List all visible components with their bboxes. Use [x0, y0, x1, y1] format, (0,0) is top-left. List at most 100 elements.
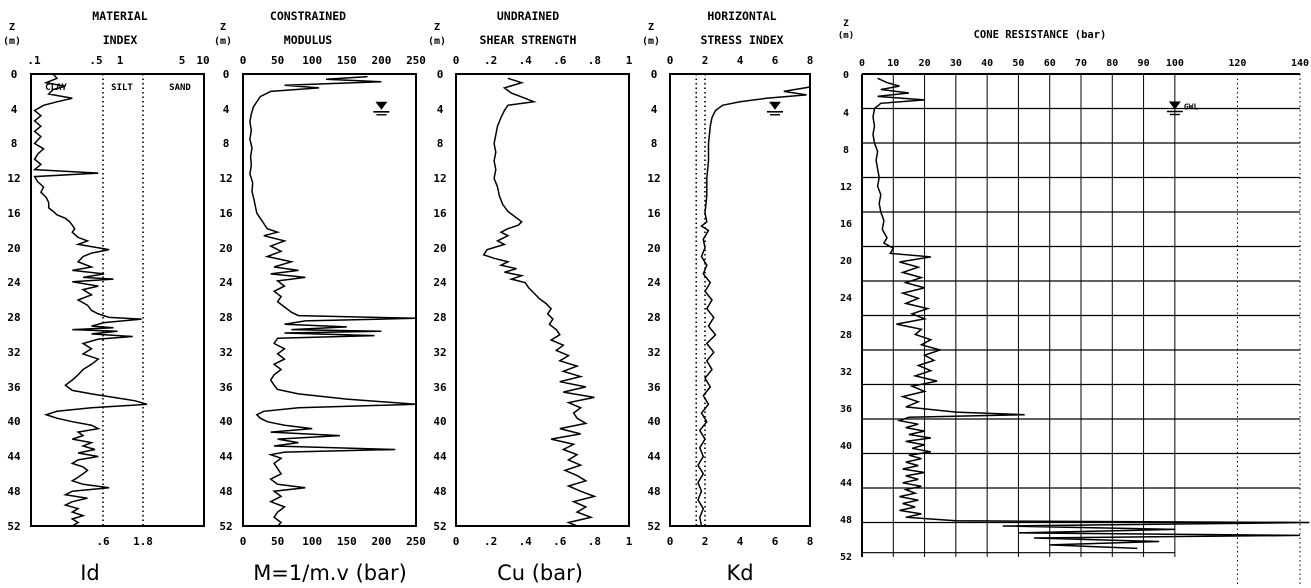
p3-z-tick: 8	[437, 137, 444, 150]
water-table-symbol-icon	[767, 101, 783, 116]
p5-z-tick: 36	[840, 404, 852, 415]
panel-2-z-unit: (m)	[214, 36, 232, 47]
p2-z-tick: 52	[219, 520, 232, 533]
p5-z-tick: 28	[840, 330, 852, 341]
p3-z-tick: 20	[433, 242, 446, 255]
panel-1-top-tick-4: 5	[179, 54, 186, 67]
panel-2-frame	[242, 73, 417, 527]
panel-4-top-tick: 8	[807, 54, 814, 67]
p2-z-tick: 16	[219, 207, 233, 220]
p4-z-tick: 0	[651, 68, 658, 81]
panel-5-top-ticks: 0 10 20 30 40 50 60 70 80 90 100 120 140	[859, 58, 1309, 69]
panel-2-top-tick: 250	[406, 54, 426, 67]
panel-3-z-unit: (m)	[428, 36, 446, 47]
p4-z-tick: 20	[647, 242, 660, 255]
panel-4-bottom-tick: 4	[737, 535, 744, 548]
p5-z-tick: 40	[840, 441, 852, 452]
p3-z-tick: 24	[433, 276, 447, 289]
p3-z-tick: 4	[437, 103, 444, 116]
p3-z-tick: 44	[433, 450, 447, 463]
panel-2-top-tick: 100	[302, 54, 322, 67]
p4-z-tick: 8	[651, 137, 658, 150]
panel-4-z-ticks: 0 4 8 12 16 20 24 28 32 36 40 44 48 52	[647, 68, 661, 533]
p1-z-tick: 36	[7, 381, 21, 394]
panel-cone-resistance: CONE RESISTANCE (bar) Z (m) 0 10 20 30 40 50 6…	[838, 19, 1310, 585]
panel-3-bottom-tick: .8	[588, 535, 601, 548]
p2-z-tick: 36	[219, 381, 233, 394]
panel-5-z-unit: (m)	[838, 31, 854, 41]
panel-3-top-tick: 0	[453, 54, 460, 67]
water-table-triangle	[375, 101, 388, 110]
panel-4-bottom-tick: 8	[807, 535, 814, 548]
p5-z-tick: 8	[843, 145, 849, 156]
panel-4-ref-lines	[695, 74, 706, 526]
panel-1-top-tick-1: .1	[27, 54, 41, 67]
panel-2-top-tick: 200	[371, 54, 391, 67]
panel-1-top-tick-2: .5	[89, 54, 102, 67]
p1-z-tick: 20	[7, 242, 20, 255]
p4-z-tick: 36	[647, 381, 661, 394]
panel-5-grid	[861, 73, 1301, 585]
panel-4-top-tick: 6	[772, 54, 779, 67]
panel-5-top-tick: 30	[950, 58, 962, 69]
panel-5-top-tick: 50	[1012, 58, 1024, 69]
panel-5-top-tick: 80	[1106, 58, 1118, 69]
panel-4-title-line-2: STRESS INDEX	[700, 33, 783, 47]
panel-1-top-tick-3: 1	[117, 54, 124, 67]
panel-2-z-label: Z	[220, 22, 226, 33]
p2-z-tick: 20	[219, 242, 232, 255]
panel-3-z-label: Z	[434, 22, 440, 33]
p1-z-tick: 40	[7, 415, 20, 428]
p1-z-tick: 12	[7, 172, 20, 185]
panel-3-bottom-tick: .2	[484, 535, 497, 548]
panel-1-bottom-tick-1.8: 1.8	[133, 535, 153, 548]
p2-z-tick: 0	[223, 68, 230, 81]
panel-2-bottom-tick: 0	[240, 535, 247, 548]
water-table-symbol-icon	[373, 101, 390, 116]
panel-3-bottom-tick: 0	[453, 535, 460, 548]
p4-z-tick: 52	[647, 520, 660, 533]
p5-z-tick: 52	[840, 552, 852, 563]
panel-3-bottom-tick: .6	[553, 535, 567, 548]
panel-4-top-tick: 0	[667, 54, 674, 67]
p4-z-tick: 16	[647, 207, 661, 220]
panel-3-top-tick: .6	[553, 54, 567, 67]
p3-z-tick: 28	[433, 311, 446, 324]
panel-2-bottom-ticks: 0 50 100 150 200 250	[240, 535, 426, 548]
p5-z-tick: 12	[840, 182, 852, 193]
panel-5-top-tick: 10	[887, 58, 899, 69]
panel-5-top-tick: 70	[1075, 58, 1087, 69]
panel-3-top-tick: .2	[484, 54, 497, 67]
panel-3-z-ticks: 0 4 8 12 16 20 24 28 32 36 40 44 48 52	[433, 68, 447, 533]
panel-4-top-tick: 2	[702, 54, 709, 67]
panel-4-top-ticks: 0 2 4 6 8	[667, 54, 814, 67]
panel-3-title-line-2: SHEAR STRENGTH	[480, 33, 577, 47]
panel-2-bottom-tick: 100	[302, 535, 322, 548]
panel-2-bottom-tick: 150	[337, 535, 357, 548]
p3-z-tick: 36	[433, 381, 447, 394]
p5-z-tick: 44	[840, 478, 852, 489]
p5-z-tick: 20	[840, 256, 852, 267]
panel-3-bottom-tick: .4	[519, 535, 533, 548]
panel-5-top-tick: 120	[1228, 58, 1246, 69]
gwl-label: GWL	[1184, 103, 1199, 112]
p3-z-tick: 0	[437, 68, 444, 81]
panel-5-top-tick: 140	[1291, 58, 1309, 69]
panel-2-top-tick: 50	[271, 54, 284, 67]
panel-5-title: CONE RESISTANCE (bar)	[974, 29, 1107, 41]
panel-3-frame	[455, 73, 630, 527]
p5-z-tick: 4	[843, 108, 849, 119]
panel-5-top-tick: 60	[1044, 58, 1056, 69]
panel-2-bottom-tick: 200	[371, 535, 391, 548]
p4-z-tick: 24	[647, 276, 661, 289]
panel-5-top-tick: 40	[981, 58, 993, 69]
p3-z-tick: 40	[433, 415, 446, 428]
panel-1-frame	[30, 73, 205, 527]
panel-5-top-tick: 0	[859, 58, 865, 69]
p4-z-tick: 40	[647, 415, 660, 428]
p1-z-tick: 0	[11, 68, 18, 81]
p1-z-tick: 4	[11, 103, 18, 116]
zone-sand-label: SAND	[169, 83, 191, 93]
p2-z-tick: 24	[219, 276, 233, 289]
panel-constrained-modulus: CONSTRAINED MODULUS Z (m) 0 50 100 150 200 25…	[214, 9, 426, 585]
